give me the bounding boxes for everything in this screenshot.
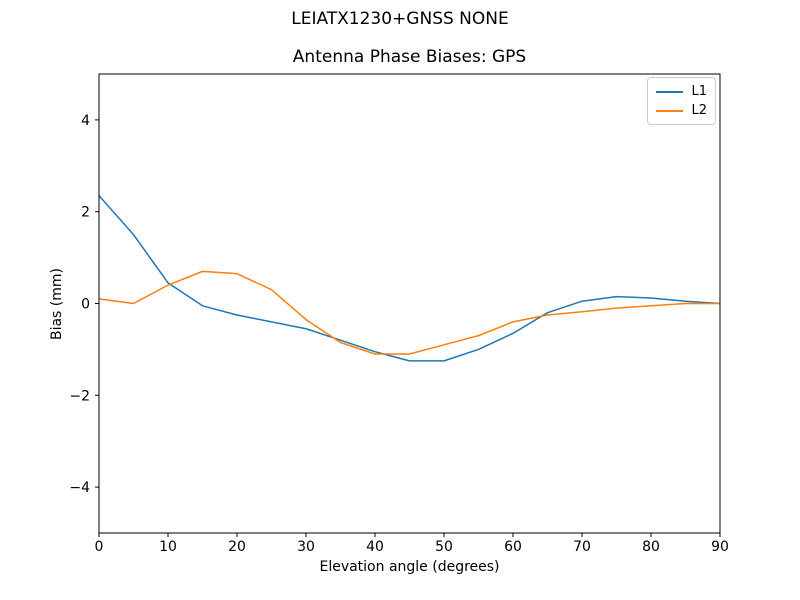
x-tick-label: 0 [95, 539, 104, 555]
x-tick-label: 60 [504, 539, 522, 555]
x-axis-label: Elevation angle (degrees) [319, 559, 500, 575]
y-tick-label: 0 [81, 297, 90, 313]
legend-label-l1: L1 [691, 84, 707, 99]
x-tick-label: 10 [159, 539, 177, 555]
y-tick-label: −2 [69, 388, 90, 404]
legend: L1 L2 [647, 77, 716, 125]
x-tick-label: 90 [711, 539, 729, 555]
x-tick-label: 50 [435, 539, 453, 555]
y-tick-label: 4 [81, 113, 90, 129]
x-tick-label: 20 [228, 539, 246, 555]
y-tick-label: 2 [81, 205, 90, 221]
figure-title: LEIATX1230+GNSS NONE [291, 9, 509, 29]
legend-label-l2: L2 [691, 103, 707, 118]
x-tick-label: 40 [366, 539, 384, 555]
legend-item-l1: L1 [656, 84, 707, 99]
x-tick-label: 30 [297, 539, 315, 555]
legend-line-sample-l1 [656, 90, 684, 93]
y-tick-label: −4 [69, 480, 90, 496]
axes-title: Antenna Phase Biases: GPS [292, 47, 527, 67]
series-line-l1 [98, 195, 721, 362]
axes-frame [98, 73, 721, 534]
x-tick-label: 80 [642, 539, 660, 555]
legend-line-sample-l2 [656, 109, 684, 112]
y-axis-label: Bias (mm) [49, 267, 65, 341]
series-line-l2 [98, 270, 720, 355]
x-tick-label: 70 [573, 539, 591, 555]
legend-item-l2: L2 [656, 103, 707, 118]
